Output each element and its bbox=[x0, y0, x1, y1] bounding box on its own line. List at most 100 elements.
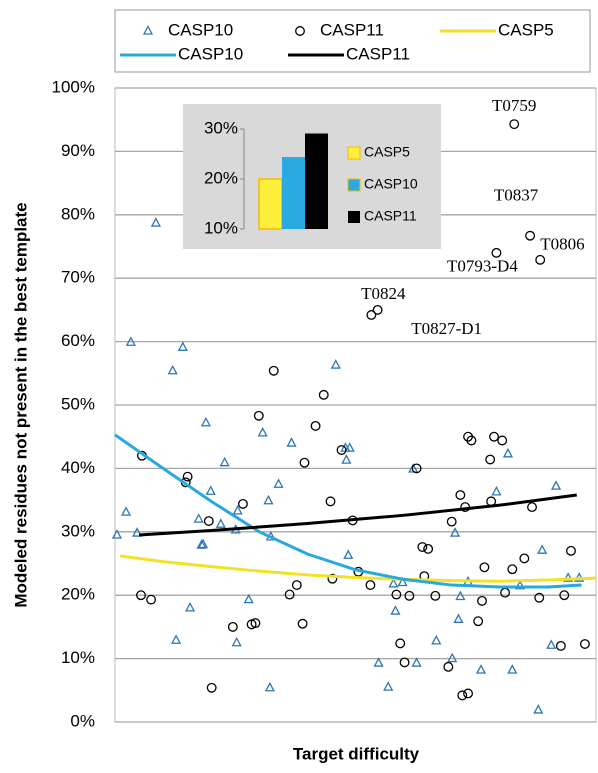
annotation: T0793-D4 bbox=[447, 257, 518, 276]
circle-marker bbox=[489, 431, 499, 442]
inset-legend-swatch bbox=[347, 178, 361, 192]
y-tick-label: 50% bbox=[61, 394, 95, 413]
circle-marker bbox=[497, 435, 508, 446]
y-tick-label: 90% bbox=[61, 141, 95, 160]
triangle-marker bbox=[232, 504, 243, 515]
triangle-marker bbox=[550, 480, 562, 490]
circle-marker bbox=[206, 682, 217, 693]
circle-marker bbox=[336, 445, 347, 455]
inset-legend-swatch bbox=[348, 211, 360, 223]
circle-marker bbox=[237, 498, 248, 509]
triangle-marker bbox=[231, 636, 242, 647]
triangle-marker bbox=[263, 494, 274, 505]
circle-marker bbox=[399, 657, 410, 668]
legend-label: CASP10 bbox=[168, 20, 233, 39]
circle-marker bbox=[253, 410, 264, 421]
legend-marker bbox=[295, 26, 305, 36]
circle-marker bbox=[327, 573, 338, 584]
circle-marker bbox=[527, 502, 537, 513]
y-tick-label: 60% bbox=[61, 331, 95, 350]
triangle-marker bbox=[411, 657, 422, 667]
circle-marker bbox=[268, 365, 279, 376]
circle-marker bbox=[479, 562, 490, 573]
circle-marker bbox=[466, 435, 477, 446]
triangle-marker bbox=[257, 427, 268, 437]
circle-marker bbox=[535, 254, 546, 265]
y-tick-label: 10% bbox=[61, 648, 95, 667]
circle-marker bbox=[579, 639, 590, 649]
triangle-marker bbox=[167, 364, 178, 375]
y-tick-label: 40% bbox=[61, 458, 95, 477]
triangle-marker bbox=[537, 544, 548, 554]
circle-marker bbox=[473, 616, 484, 627]
triangle-marker bbox=[200, 416, 211, 427]
circle-marker bbox=[146, 594, 157, 605]
trend-line bbox=[114, 433, 582, 589]
circle-marker bbox=[559, 590, 570, 601]
triangle-marker bbox=[514, 579, 526, 590]
circle-marker bbox=[136, 590, 146, 601]
triangle-marker bbox=[264, 681, 275, 692]
circle-marker bbox=[372, 304, 383, 315]
circle-marker bbox=[310, 420, 321, 431]
annotation: T0759 bbox=[492, 96, 536, 115]
annotation: T0827-D1 bbox=[411, 319, 482, 338]
inset-bar bbox=[282, 157, 305, 229]
triangle-marker bbox=[449, 527, 461, 537]
triangle-marker bbox=[563, 572, 574, 582]
circle-marker bbox=[455, 490, 466, 500]
legend-label: CASP5 bbox=[498, 20, 554, 39]
triangle-marker bbox=[150, 217, 161, 227]
triangle-marker bbox=[330, 359, 341, 369]
inset-legend-label: CASP11 bbox=[364, 208, 417, 224]
triangle-marker bbox=[502, 447, 514, 458]
circle-marker bbox=[534, 592, 545, 603]
triangle-marker bbox=[215, 518, 226, 528]
triangle-marker bbox=[120, 506, 132, 516]
triangle-marker bbox=[431, 634, 442, 645]
triangle-marker bbox=[184, 601, 196, 612]
triangle-marker bbox=[447, 652, 458, 663]
triangle-marker bbox=[111, 529, 123, 539]
triangle-marker bbox=[475, 664, 487, 674]
triangle-marker bbox=[343, 549, 354, 559]
inset-bar bbox=[305, 133, 328, 229]
triangle-marker bbox=[388, 577, 399, 588]
legend-label: CASP10 bbox=[178, 44, 243, 63]
circle-marker bbox=[509, 119, 520, 130]
circle-marker bbox=[446, 516, 457, 527]
circle-marker bbox=[525, 230, 536, 241]
trend-line bbox=[138, 493, 577, 537]
legend-marker bbox=[142, 25, 154, 35]
circle-marker bbox=[423, 543, 434, 554]
triangle-marker bbox=[455, 590, 466, 601]
triangle-marker bbox=[397, 576, 408, 587]
triangle-marker bbox=[132, 527, 143, 537]
circle-marker bbox=[457, 690, 468, 701]
circle-marker bbox=[203, 516, 214, 526]
circle-marker bbox=[325, 496, 336, 507]
triangle-marker bbox=[243, 593, 254, 604]
circle-marker bbox=[291, 580, 302, 591]
circle-marker bbox=[182, 471, 193, 482]
circle-marker bbox=[365, 580, 376, 591]
triangle-marker bbox=[286, 437, 297, 447]
inset-y-tick-label: 30% bbox=[204, 118, 238, 137]
y-tick-label: 100% bbox=[52, 77, 95, 96]
triangle-marker bbox=[171, 634, 182, 644]
circle-marker bbox=[555, 640, 566, 651]
triangle-marker bbox=[390, 605, 401, 615]
circle-marker bbox=[404, 590, 415, 601]
inset-legend-swatch bbox=[347, 146, 361, 160]
circle-marker bbox=[485, 454, 496, 465]
triangle-marker bbox=[341, 454, 352, 464]
x-axis-title: Target difficulty bbox=[293, 744, 420, 763]
circle-marker bbox=[430, 590, 441, 601]
circle-marker bbox=[411, 463, 422, 474]
circle-marker bbox=[227, 621, 238, 632]
legend-box bbox=[114, 9, 591, 73]
inset-y-tick-label: 20% bbox=[204, 168, 238, 187]
inset-legend-label: CASP10 bbox=[364, 176, 418, 192]
inset-legend-label: CASP5 bbox=[364, 144, 410, 160]
